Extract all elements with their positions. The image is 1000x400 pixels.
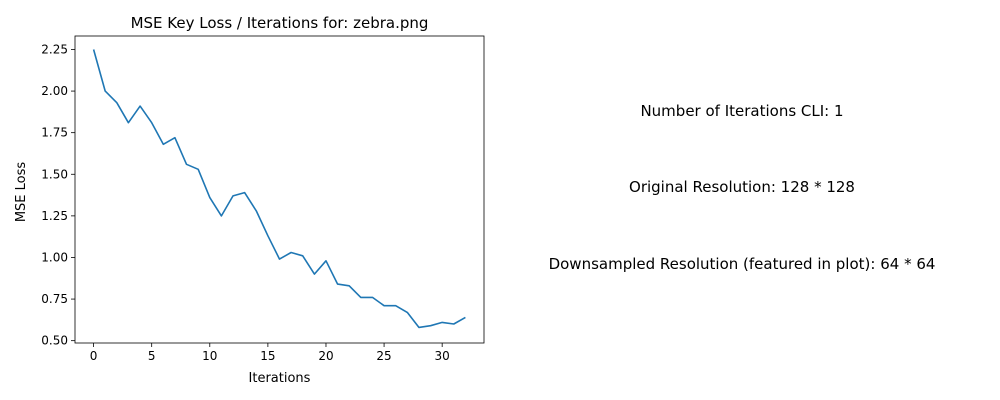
y-tick-label: 0.75 [41, 292, 68, 306]
x-tick-label: 10 [202, 349, 217, 363]
loss-chart: MSE Key Loss / Iterations for: zebra.png… [14, 14, 485, 386]
x-tick-label: 5 [148, 349, 156, 363]
plot-area: 0 5 10 15 20 25 30 0.50 0.75 1.00 1.25 1.50 1.75 2.00… [41, 35, 485, 363]
y-tick-label: 2.00 [41, 84, 68, 98]
y-tick-label: 1.00 [41, 250, 68, 264]
y-tick-label: 2.25 [41, 42, 68, 56]
y-tick-label: 1.75 [41, 126, 68, 140]
y-tick-label: 1.50 [41, 167, 68, 181]
downsampled-resolution-text: Downsampled Resolution (featured in plot… [548, 255, 936, 273]
loss-series-line [92, 49, 466, 329]
iterations-cli-text: Number of Iterations CLI: 1 [640, 102, 844, 120]
x-tick-label: 15 [260, 349, 275, 363]
chart-title: MSE Key Loss / Iterations for: zebra.png [131, 14, 429, 32]
y-tick-label: 1.25 [41, 209, 68, 223]
x-axis-label: Iterations [249, 371, 311, 386]
axes-frame [74, 35, 485, 344]
x-tick-label: 25 [376, 349, 391, 363]
x-tick-label: 0 [90, 349, 98, 363]
y-tick-label: 0.50 [41, 334, 68, 348]
x-tick-label: 30 [435, 349, 450, 363]
x-tick-label: 20 [318, 349, 333, 363]
original-resolution-text: Original Resolution: 128 * 128 [629, 178, 855, 196]
y-axis-label: MSE Loss [14, 162, 29, 223]
